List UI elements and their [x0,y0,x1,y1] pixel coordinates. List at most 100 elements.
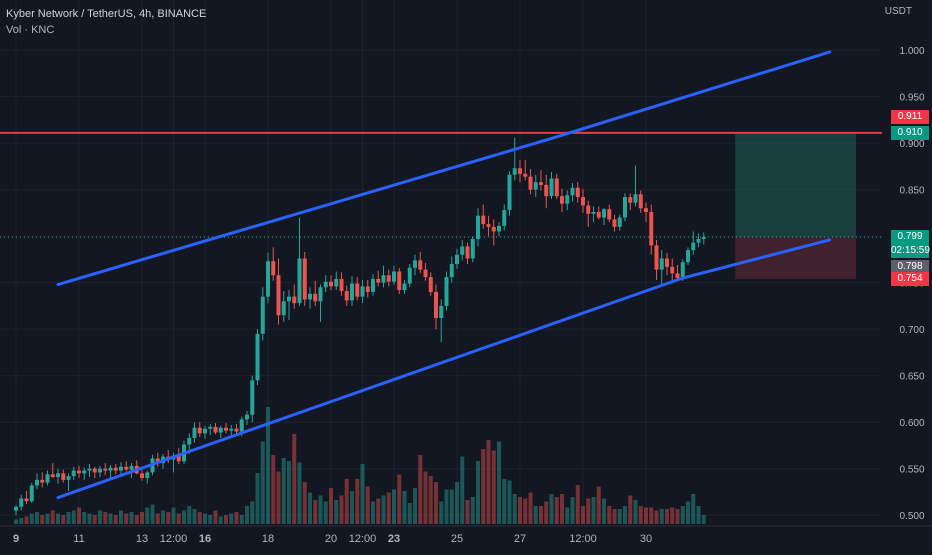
candle-body[interactable] [14,506,18,511]
candle-body[interactable] [213,426,218,433]
volume-legend[interactable]: Vol · KNC [6,24,55,36]
candle-body[interactable] [444,277,449,306]
candle-body[interactable] [98,468,102,473]
candle-body[interactable] [82,470,87,474]
candle-body[interactable] [255,333,260,381]
candle-body[interactable] [638,194,643,209]
candle-body[interactable] [250,380,255,415]
candle-body[interactable] [481,215,486,225]
candle-body[interactable] [586,205,591,214]
candle-body[interactable] [339,278,344,292]
candle-body[interactable] [19,498,24,507]
candle-body[interactable] [87,468,92,471]
candle-body[interactable] [124,466,129,470]
candle-body[interactable] [292,296,297,304]
candle-body[interactable] [71,470,76,477]
candle-body[interactable] [271,261,276,276]
candle-body[interactable] [465,246,470,259]
channel-lower-line[interactable] [56,238,832,500]
candle-body[interactable] [581,197,585,206]
candle-body[interactable] [680,262,685,279]
candle-body[interactable] [539,182,543,185]
candle-body[interactable] [449,264,454,278]
channel-upper-line[interactable] [56,50,832,287]
candle-body[interactable] [497,225,501,232]
candle-body[interactable] [381,275,386,283]
candle-body[interactable] [192,427,197,439]
candle-body[interactable] [491,226,496,232]
candle-body[interactable] [596,211,601,218]
candle-body[interactable] [644,208,648,212]
candle-body[interactable] [696,238,701,243]
candle-body[interactable] [323,281,328,288]
candle-body[interactable] [544,184,549,197]
candle-body[interactable] [575,187,580,198]
candle-body[interactable] [665,258,669,267]
candle-body[interactable] [176,455,181,462]
candle-body[interactable] [329,281,333,287]
candle-body[interactable] [686,250,690,263]
candle-body[interactable] [591,211,596,214]
candle-body[interactable] [371,278,375,292]
candle-body[interactable] [386,275,391,282]
candle-body[interactable] [670,266,675,274]
candle-body[interactable] [318,287,323,302]
candle-body[interactable] [103,468,108,471]
candle-body[interactable] [418,260,423,270]
candle-body[interactable] [659,258,664,270]
candle-body[interactable] [392,271,396,282]
candle-body[interactable] [470,238,475,259]
candle-body[interactable] [533,182,538,190]
symbol-legend[interactable]: Kyber Network / TetherUS, 4h, BINANCE [6,8,207,20]
candle-body[interactable] [266,261,270,297]
candle-body[interactable] [365,286,370,292]
candle-body[interactable] [570,187,575,196]
candle-body[interactable] [29,485,34,502]
candle-body[interactable] [518,168,522,174]
time-axis[interactable] [0,526,932,550]
candle-body[interactable] [633,194,638,203]
candle-body[interactable] [528,176,533,190]
candle-body[interactable] [61,473,66,480]
candle-body[interactable] [434,291,438,319]
candle-body[interactable] [507,174,512,211]
candle-body[interactable] [129,465,134,470]
candle-body[interactable] [602,209,606,218]
candle-body[interactable] [287,296,291,302]
candle-body[interactable] [66,476,71,480]
candle-body[interactable] [402,283,407,291]
candle-body[interactable] [701,237,706,239]
candle-body[interactable] [281,301,286,316]
candle-body[interactable] [119,466,123,471]
candle-body[interactable] [334,278,339,287]
candle-body[interactable] [218,427,223,433]
candle-body[interactable] [297,258,302,304]
candle-body[interactable] [423,269,428,278]
candle-body[interactable] [397,271,402,291]
candle-body[interactable] [654,245,659,270]
candle-body[interactable] [350,283,354,301]
candle-body[interactable] [197,427,202,434]
candle-body[interactable] [203,428,207,434]
stop-zone[interactable] [735,237,856,279]
candle-body[interactable] [245,414,249,420]
candle-body[interactable] [413,260,417,268]
candle-body[interactable] [612,219,617,227]
candle-body[interactable] [607,209,612,220]
candle-body[interactable] [302,258,307,300]
candle-body[interactable] [554,178,559,197]
candle-body[interactable] [145,472,150,479]
candle-body[interactable] [50,474,55,478]
candle-body[interactable] [649,211,654,246]
candle-body[interactable] [308,293,312,300]
candle-body[interactable] [455,254,459,265]
candle-body[interactable] [691,242,696,251]
candle-body[interactable] [40,479,45,483]
candle-body[interactable] [428,277,433,292]
candle-body[interactable] [92,468,97,473]
candle-body[interactable] [187,438,192,445]
candle-body[interactable] [523,173,528,177]
candle-body[interactable] [108,467,113,471]
candle-body[interactable] [623,197,627,218]
